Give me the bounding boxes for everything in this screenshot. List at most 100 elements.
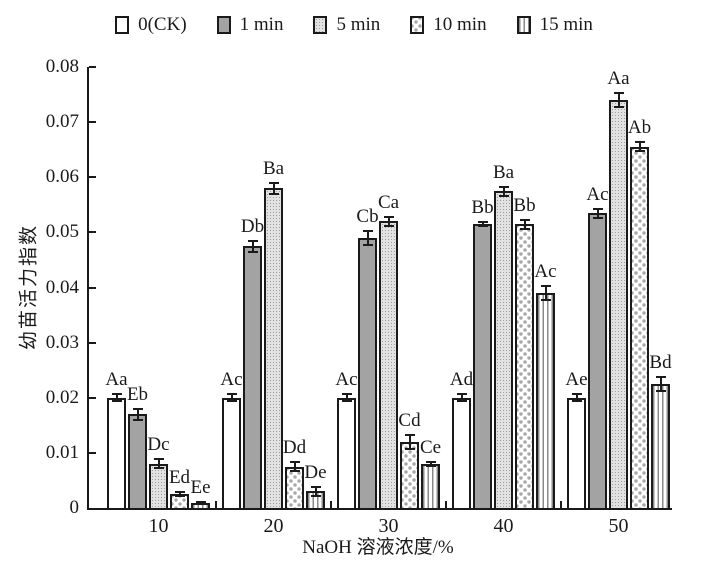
legend-swatch-1-min-icon: [216, 16, 231, 34]
error-bar-cap-top: [153, 458, 164, 461]
bar-5-min-30: [379, 221, 398, 508]
x-category-label-40: 40: [493, 515, 514, 537]
error-bar-10-min-30: [404, 433, 415, 451]
sig-label-0-ck-30: Ac: [335, 369, 358, 391]
error-bar-cap-top: [404, 433, 415, 436]
error-bar-5-min-50: [613, 91, 624, 109]
error-bar-line: [659, 375, 662, 393]
legend-label-15-min: 15 min: [539, 14, 593, 35]
error-bar-cap-bottom: [268, 192, 279, 195]
error-bar-cap-top: [195, 500, 206, 503]
error-bar-cap-top: [247, 239, 258, 242]
error-bar-cap-bottom: [195, 502, 206, 505]
error-bar-line: [460, 393, 463, 403]
error-bar-line: [617, 91, 620, 109]
error-bar-line: [293, 461, 296, 473]
sig-label-5-min-30: Ca: [377, 191, 400, 213]
y-tick-0.01: [89, 451, 96, 454]
error-bar-cap-top: [613, 91, 624, 94]
error-bar-1-min-20: [247, 239, 258, 253]
error-bar-1-min-10: [132, 407, 143, 421]
error-bar-cap-top: [383, 215, 394, 218]
error-bar-line: [251, 239, 254, 253]
error-bar-line: [575, 393, 578, 403]
error-bar-5-min-10: [153, 458, 164, 470]
sig-label-0-ck-50: Ae: [565, 369, 588, 391]
sig-label-1-min-20: Db: [240, 215, 265, 237]
error-bar-0-ck-40: [456, 393, 467, 403]
sig-label-10-min-40: Bb: [513, 194, 536, 216]
error-bar-cap-bottom: [477, 224, 488, 227]
sig-label-0-ck-20: Ac: [220, 369, 243, 391]
bar-5-min-50: [609, 100, 628, 508]
error-bar-10-min-40: [519, 218, 530, 230]
error-bar-line: [544, 284, 547, 302]
sig-label-15-min-20: De: [304, 461, 327, 483]
sig-label-1-min-50: Ac: [586, 183, 609, 205]
sig-label-0-ck-10: Aa: [105, 369, 128, 391]
error-bar-cap-bottom: [571, 400, 582, 403]
y-tick-label-0.08: 0.08: [45, 56, 79, 77]
error-bar-cap-bottom: [310, 494, 321, 497]
error-bar-15-min-50: [655, 375, 666, 393]
error-bar-cap-top: [310, 485, 321, 488]
bar-0-ck-20: [222, 397, 241, 508]
error-bar-1-min-50: [592, 207, 603, 219]
error-bar-cap-bottom: [498, 194, 509, 197]
y-tick-label-0.04: 0.04: [45, 276, 79, 298]
error-bar-line: [136, 407, 139, 421]
error-bar-line: [178, 491, 181, 497]
y-tick-label-0.02: 0.02: [45, 386, 79, 408]
error-bar-cap-top: [655, 375, 666, 378]
x-boundary-tick-1: [330, 501, 332, 508]
error-bar-cap-top: [519, 218, 530, 221]
error-bar-cap-top: [174, 491, 185, 494]
error-bar-line: [408, 433, 411, 451]
error-bar-15-min-10: [195, 500, 206, 505]
legend-label-1-min: 1 min: [239, 14, 284, 35]
error-bar-cap-top: [456, 393, 467, 396]
error-bar-cap-bottom: [362, 244, 373, 247]
error-bar-cap-bottom: [592, 216, 603, 219]
y-tick-0.07: [89, 121, 96, 124]
bar-5-min-20: [264, 188, 283, 508]
error-bar-cap-bottom: [132, 418, 143, 421]
error-bar-cap-bottom: [613, 106, 624, 109]
sig-label-15-min-50: Bd: [649, 351, 672, 373]
y-tick-label-0.07: 0.07: [45, 111, 79, 133]
sig-label-10-min-30: Cd: [398, 409, 421, 431]
bar-0-ck-10: [107, 397, 126, 508]
error-bar-5-min-40: [498, 185, 509, 197]
bar-0-ck-30: [337, 397, 356, 508]
y-tick-label-0.03: 0.03: [45, 331, 79, 353]
error-bar-10-min-10: [174, 491, 185, 497]
legend-item-0-ck: 0(CK): [115, 14, 187, 36]
legend-label-10-min: 10 min: [433, 14, 487, 35]
legend-item-10-min: 10 min: [410, 14, 487, 36]
bar-1-min-10: [128, 414, 147, 508]
plot-area: 0 0.01 0.02 0.03 0.04 0.05 0.06 0.07 0.08 10 20 30 4…: [46, 57, 672, 537]
error-bar-cap-top: [425, 461, 436, 464]
error-bar-line: [314, 485, 317, 497]
error-bar-cap-bottom: [153, 467, 164, 470]
x-boundary-tick-0: [215, 501, 217, 508]
x-category-label-50: 50: [608, 515, 629, 537]
y-tick-label-0: 0: [69, 497, 80, 518]
error-bar-cap-top: [498, 185, 509, 188]
legend-swatch-10-min-icon: [410, 16, 425, 34]
error-bar-1-min-40: [477, 221, 488, 227]
sig-label-0-ck-40: Ad: [449, 369, 474, 391]
error-bar-0-ck-20: [226, 393, 237, 403]
error-bar-0-ck-10: [111, 393, 122, 403]
error-bar-cap-top: [592, 207, 603, 210]
error-bar-cap-bottom: [226, 400, 237, 403]
error-bar-cap-bottom: [111, 400, 122, 403]
error-bar-cap-top: [341, 393, 352, 396]
error-bar-5-min-30: [383, 215, 394, 227]
error-bar-cap-top: [477, 221, 488, 224]
bar-10-min-40: [515, 224, 534, 508]
legend-swatch-0-ck-icon: [115, 16, 130, 34]
sig-label-15-min-40: Ac: [534, 260, 557, 282]
y-tick-0.06: [89, 176, 96, 179]
bar-15-min-40: [536, 293, 555, 508]
